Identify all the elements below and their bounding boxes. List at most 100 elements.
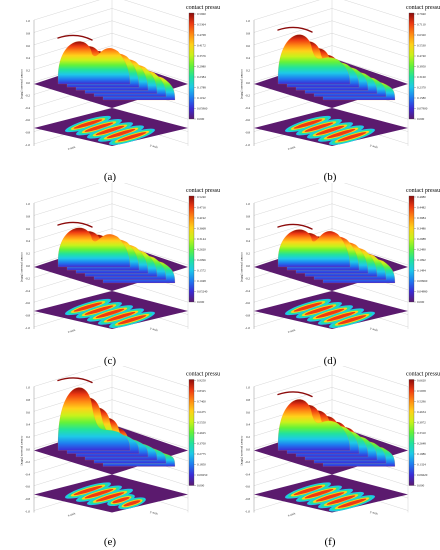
color-bar-tick: 0.09250 — [197, 473, 208, 477]
z-tick-label: -0.8 — [25, 314, 30, 318]
color-bar-tick: 0.09960 — [417, 279, 428, 283]
z-tick-label: -0.4 — [245, 106, 250, 110]
z-tick-label: -0.4 — [25, 289, 30, 293]
pressure-surface — [57, 34, 176, 101]
legend-title: contact pressure — [186, 372, 220, 378]
legend-title: contact pressure — [186, 5, 220, 11]
color-bar-tick: 0.4172 — [197, 44, 206, 48]
color-bar-tick: 0.2980 — [197, 65, 206, 69]
color-bar: 0.6620 0.5958 0.5296 0.4634 0.3972 0.3310 0.26… — [408, 379, 428, 488]
z-tick-label: -0.2 — [25, 276, 30, 280]
pressure-footprint — [285, 482, 375, 512]
x-axis-label: x-axis — [287, 145, 296, 151]
z-tick-label: 0.8 — [246, 31, 250, 35]
pressure-footprint — [65, 115, 155, 145]
legend-title: contact pressure — [406, 372, 440, 378]
color-bar-tick: 0.1788 — [197, 86, 206, 90]
color-bar-tick: 0.4482 — [417, 206, 426, 210]
z-tick-label: -1.0 — [25, 510, 30, 514]
pressure-footprint — [65, 482, 146, 510]
z-tick-label: -0.8 — [25, 497, 30, 501]
color-bar-tick: 0.3984 — [417, 216, 426, 220]
color-bar-tick: 0.000 — [197, 117, 205, 121]
z-tick-label: -0.6 — [245, 485, 250, 489]
color-bar-tick: 0.4634 — [417, 410, 426, 414]
color-bar-tick: 0.000 — [197, 484, 205, 488]
color-bar-tick: 0.04980 — [417, 290, 428, 294]
color-bar-tick: 0.5240 — [197, 195, 206, 199]
z-tick-label: 0.6 — [246, 44, 250, 48]
z-tick-label: 0.4 — [246, 239, 250, 243]
color-bar-tick: 0.05240 — [197, 290, 208, 294]
y-axis-label: y-axis — [150, 143, 159, 149]
legend-title: contact pressure — [406, 188, 440, 194]
z-tick-label: -0.6 — [25, 301, 30, 305]
pressure-surface — [57, 221, 176, 284]
pressure-surface — [57, 377, 176, 467]
color-bar-tick: 0.6320 — [417, 33, 426, 37]
color-bar-tick: 0.1986 — [417, 452, 426, 456]
panel-a: 1.0 0.8 0.6 0.4 0.2 0.0 -0.2 -0.4 -0.6 -0.8 -1.0 co… — [0, 0, 220, 183]
z-tick-label: 0.0 — [26, 264, 30, 268]
color-bar-tick: 0.4768 — [197, 33, 206, 37]
z-tick-label: 1.0 — [246, 386, 250, 390]
y-axis-label: y-axis — [370, 143, 379, 149]
color-bar-tick: 0.05960 — [197, 107, 208, 111]
z-tick-label: 0.2 — [246, 69, 250, 73]
color-bar: 0.5240 0.4716 0.4192 0.3668 0.3144 0.2620 0.20… — [188, 195, 208, 304]
color-bar-tick: 0.3486 — [417, 227, 426, 231]
z-tick-label: -1.0 — [245, 143, 250, 147]
panel-e: 1.0 0.8 0.6 0.4 0.2 0.0 -0.2 -0.4 -0.6 -0.8 -1.0 co… — [0, 366, 220, 549]
z-tick-label: 0.4 — [246, 56, 250, 60]
z-tick-label: 0.6 — [26, 44, 30, 48]
color-bar-tick: 0.2490 — [417, 248, 426, 252]
color-bar-tick: 0.5530 — [417, 44, 426, 48]
y-axis-label: y-axis — [150, 510, 159, 516]
color-bar-tick: 0.7940 — [417, 12, 426, 16]
z-tick-label: 1.0 — [246, 19, 250, 23]
z-tick-label: 0.4 — [26, 239, 30, 243]
z-tick-label: -0.6 — [245, 118, 250, 122]
color-bar: 0.5960 0.5364 0.4768 0.4172 0.3576 0.2980 0.23… — [188, 12, 208, 121]
panel-a-plot: 1.0 0.8 0.6 0.4 0.2 0.0 -0.2 -0.4 -0.6 -0.8 -1.0 co… — [20, 0, 220, 151]
caption-c: (c) — [103, 355, 117, 367]
color-bar-tick: 0.5550 — [197, 421, 206, 425]
color-bar-tick: 0.3144 — [197, 237, 206, 241]
z-tick-label: -0.4 — [25, 472, 30, 476]
pressure-surface — [277, 391, 396, 467]
legend-title: contact pressure — [406, 5, 440, 11]
z-tick-label: -1.0 — [25, 143, 30, 147]
color-bar-tick: 0.3700 — [197, 442, 206, 446]
z-tick-label: -0.2 — [245, 460, 250, 464]
x-axis-label: x-axis — [67, 328, 76, 334]
z-tick-label: 0.6 — [26, 227, 30, 231]
z-tick-label: 0.4 — [246, 423, 250, 427]
z-tick-label: 0.8 — [26, 398, 30, 402]
z-tick-label: -0.6 — [25, 118, 30, 122]
z-tick-label: -0.8 — [245, 131, 250, 135]
color-bar-tick: 0.1324 — [417, 463, 426, 467]
color-bar-tick: 0.3310 — [417, 431, 426, 435]
panel-f-plot: 1.0 0.8 0.6 0.4 0.2 0.0 -0.2 -0.4 -0.6 -0.8 -1.0 co… — [240, 366, 440, 517]
color-bar-tick: 0.2648 — [417, 442, 426, 446]
caption-d: (d) — [323, 355, 337, 367]
z-tick-label: 0.2 — [26, 435, 30, 439]
color-bar-tick: 0.9250 — [197, 379, 206, 383]
color-bar-tick: 0.000 — [417, 117, 425, 121]
x-axis-label: x-axis — [67, 511, 76, 517]
z-tick-label: -0.2 — [25, 93, 30, 97]
x-axis-label: x-axis — [287, 328, 296, 334]
pressure-footprint — [65, 298, 155, 328]
panel-d-plot: 1.0 0.8 0.6 0.4 0.2 0.0 -0.2 -0.4 -0.6 -0.8 -1.0 co… — [240, 183, 440, 334]
y-axis-label: y-axis — [370, 326, 379, 332]
caption-a: (a) — [103, 171, 117, 183]
color-bar-tick: 0.2096 — [197, 258, 206, 262]
color-bar-tick: 0.4740 — [417, 54, 426, 58]
color-bar-tick: 0.4625 — [197, 431, 206, 435]
color-bar-tick: 0.07900 — [417, 107, 428, 111]
color-bar-tick: 0.4980 — [417, 195, 426, 199]
x-axis-label: x-axis — [287, 511, 296, 517]
z-tick-label: -0.6 — [25, 485, 30, 489]
color-bar-tick: 0.3160 — [417, 75, 426, 79]
color-bar-tick: 0.1572 — [197, 269, 206, 273]
